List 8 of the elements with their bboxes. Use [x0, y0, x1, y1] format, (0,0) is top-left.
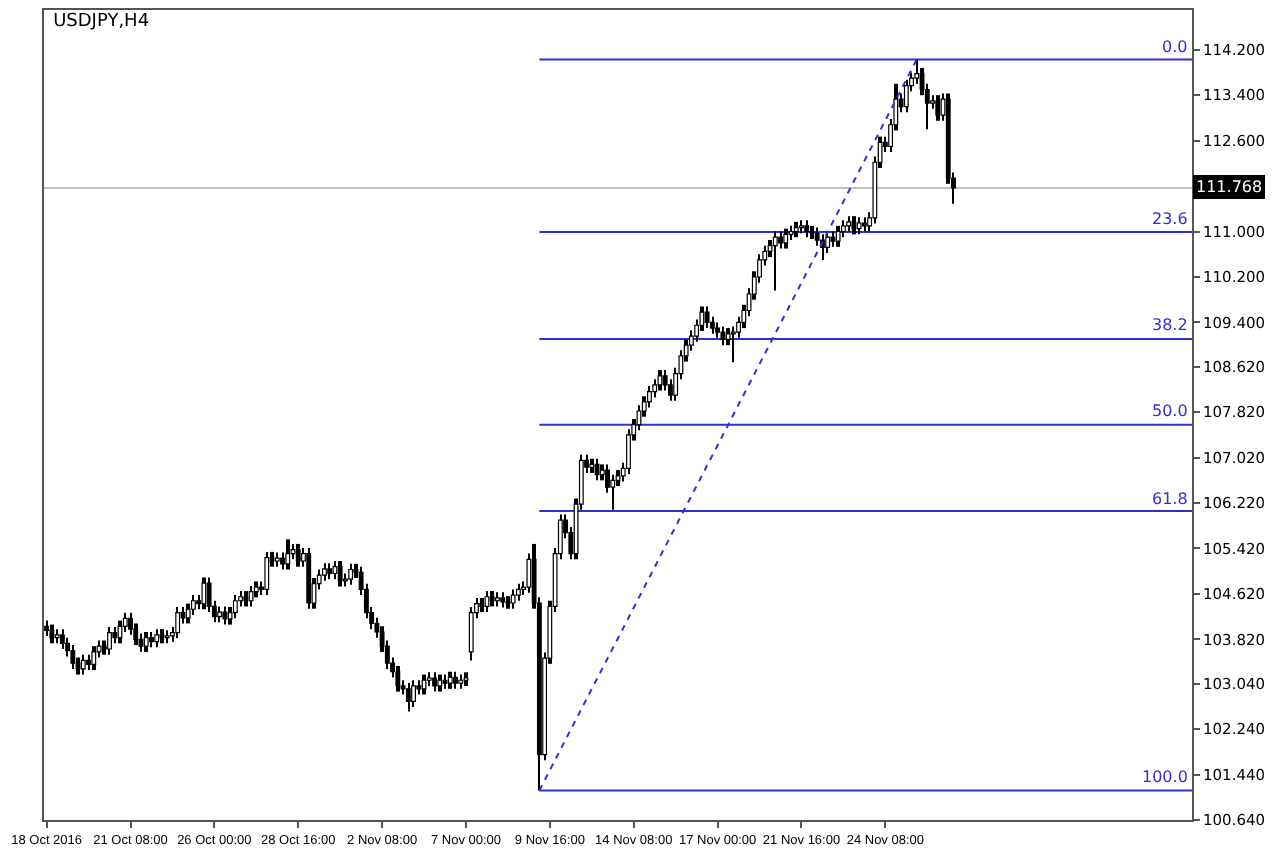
chart-title: USDJPY,H4 [53, 11, 150, 32]
annotation: 61.8 [1152, 490, 1188, 508]
annotation: 38.2 [1152, 316, 1188, 334]
annotation: 23.6 [1152, 210, 1188, 228]
annotation: 0.0 [1162, 38, 1188, 56]
ref-line-label: 111.768 [1196, 178, 1263, 196]
annotation: 50.0 [1152, 402, 1188, 420]
annotation: 100.0 [1142, 768, 1188, 786]
